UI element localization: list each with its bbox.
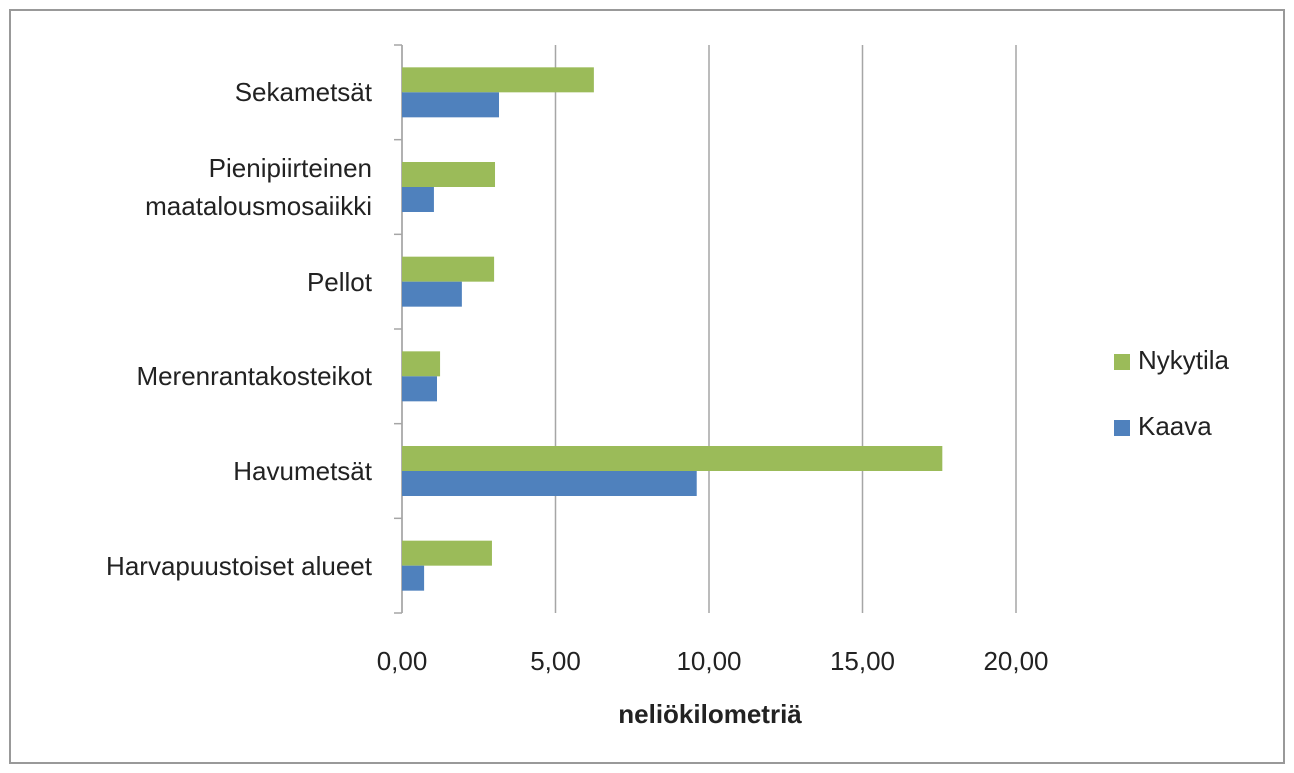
bar [402,540,492,566]
x-axis-title: neliökilometriä [618,699,802,729]
bar [402,256,495,282]
x-tick-label: 5,00 [530,646,581,676]
bar [402,92,500,118]
y-tick-label: Havumetsät [233,456,372,486]
x-tick-label: 0,00 [377,646,428,676]
bar [402,162,496,187]
legend-swatch [1114,420,1130,436]
bar [402,281,462,307]
legend-label: Kaava [1138,411,1212,441]
bar [402,471,697,496]
bar [402,351,441,377]
bar [402,565,425,591]
legend-label: Nykytila [1138,345,1230,375]
x-tick-label: 20,00 [983,646,1048,676]
bar [402,446,943,471]
y-tick-label: Harvapuustoiset alueet [106,550,372,581]
bar [402,67,594,93]
y-tick-label: Pellot [306,266,372,297]
bar [402,376,437,402]
y-tick-label: Merenrantakosteikot [136,361,372,392]
bar [402,187,434,212]
chart-frame [9,9,1285,764]
y-tick-label: Sekametsät [234,77,372,108]
legend-swatch [1114,354,1130,370]
x-tick-label: 10,00 [676,646,741,676]
x-tick-label: 15,00 [830,646,895,676]
y-tick-label: Pienipiirteinen maatalousmosaiikki [145,153,372,221]
